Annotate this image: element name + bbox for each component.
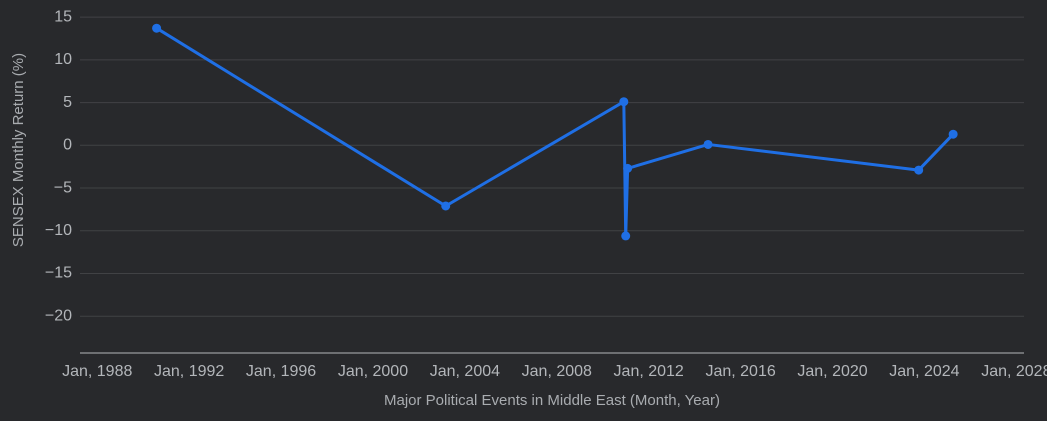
data-line xyxy=(155,26,955,238)
data-point xyxy=(619,97,629,107)
y-tick-label: −10 xyxy=(45,222,72,239)
x-tick-label: Jan, 1988 xyxy=(62,363,132,380)
x-tick-label: Jan, 2016 xyxy=(705,363,775,380)
x-tick-label: Jan, 1992 xyxy=(154,363,224,380)
x-axis-title: Major Political Events in Middle East (M… xyxy=(384,392,720,409)
data-point xyxy=(914,165,924,175)
data-point xyxy=(623,163,633,173)
y-tick-label: −15 xyxy=(45,265,72,282)
x-tick-label: Jan, 2008 xyxy=(522,363,592,380)
data-point xyxy=(441,201,451,211)
y-tick-label: 15 xyxy=(54,8,72,25)
x-tick-label: Jan, 2000 xyxy=(338,363,408,380)
x-tick-label: Jan, 2020 xyxy=(797,363,867,380)
y-axis-title: SENSEX Monthly Return (%) xyxy=(10,53,27,247)
x-tick-label: Jan, 2028 xyxy=(981,363,1047,380)
y-tick-label: −20 xyxy=(45,307,72,324)
data-point xyxy=(152,23,162,33)
y-tick-label: 5 xyxy=(63,94,72,111)
x-tick-label: Jan, 2024 xyxy=(889,363,959,380)
x-tick-label: Jan, 1996 xyxy=(246,363,316,380)
data-point xyxy=(621,231,631,241)
x-tick-label: Jan, 2012 xyxy=(614,363,684,380)
x-tick-label: Jan, 2004 xyxy=(430,363,500,380)
data-point xyxy=(948,129,958,139)
y-tick-label: −5 xyxy=(54,179,72,196)
y-tick-label: 0 xyxy=(63,137,72,154)
data-point xyxy=(703,139,713,149)
y-tick-label: 10 xyxy=(54,51,72,68)
